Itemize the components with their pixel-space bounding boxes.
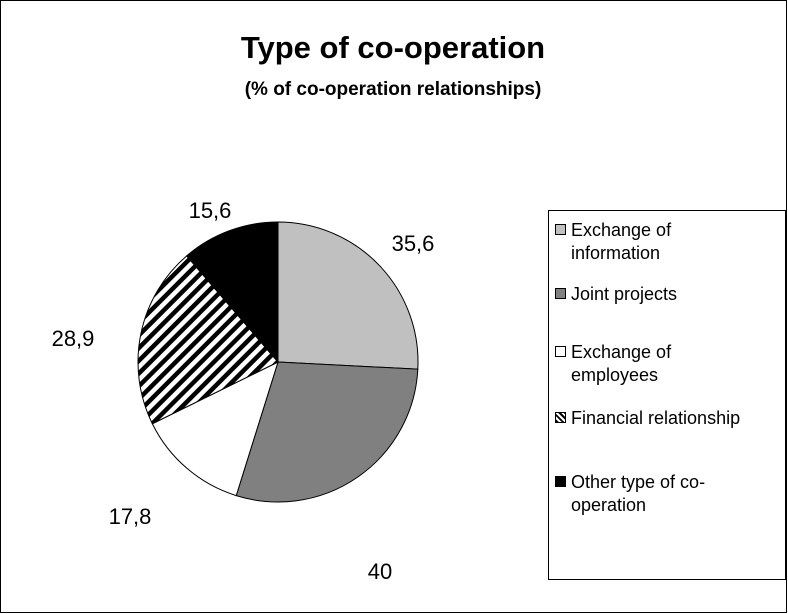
data-label: 35,6: [392, 231, 435, 256]
chart-subtitle: (% of co-operation relationships): [245, 79, 542, 100]
legend-swatch: [555, 224, 566, 235]
legend-label: Exchange of information: [571, 220, 672, 263]
legend-label: Joint projects: [571, 284, 678, 304]
pie-slice: [151, 361, 279, 497]
pie-slice: [235, 361, 419, 503]
pie-slice: [277, 221, 419, 370]
pie-slice: [185, 221, 279, 364]
legend-swatch: [555, 288, 566, 299]
chart-title: Type of co-operation: [241, 30, 545, 65]
data-label: 15,6: [189, 198, 232, 223]
legend-label: Exchange of employees: [571, 342, 672, 385]
legend-label: Other type of co-operation: [571, 472, 706, 515]
data-label: 17,8: [109, 504, 152, 529]
legend-swatch: [555, 476, 566, 487]
legend: Exchange of information Joint projects Exc…: [548, 210, 786, 580]
data-label: 40: [368, 559, 392, 584]
legend-swatch: [555, 412, 566, 423]
legend-swatch: [555, 346, 566, 357]
data-label: 28,9: [52, 326, 95, 351]
pie-slice: [137, 255, 279, 425]
legend-label: Financial relationship: [571, 408, 741, 428]
